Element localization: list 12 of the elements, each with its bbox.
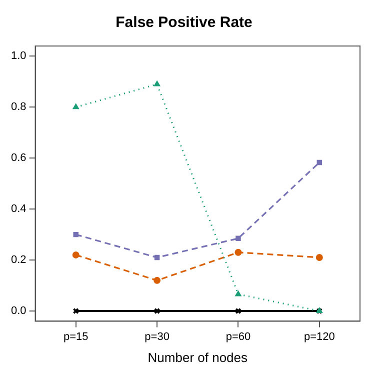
x-tick-label: p=15 (63, 330, 88, 343)
y-tick-label: 0.8 (10, 101, 26, 114)
x-axis-title: Number of nodes (148, 350, 248, 365)
y-tick-label: 0.2 (10, 254, 26, 266)
y-tick-label: 0.4 (10, 203, 26, 216)
chart-title: False Positive Rate (116, 14, 252, 32)
x-tick-label: p=30 (144, 330, 170, 343)
y-tick-label: 0.0 (10, 305, 26, 318)
y-tick-label: 1.0 (10, 50, 26, 62)
x-tick-label: p=120 (304, 330, 335, 343)
x-tick-label: p=60 (226, 330, 251, 343)
y-tick-label: 0.6 (10, 152, 26, 164)
